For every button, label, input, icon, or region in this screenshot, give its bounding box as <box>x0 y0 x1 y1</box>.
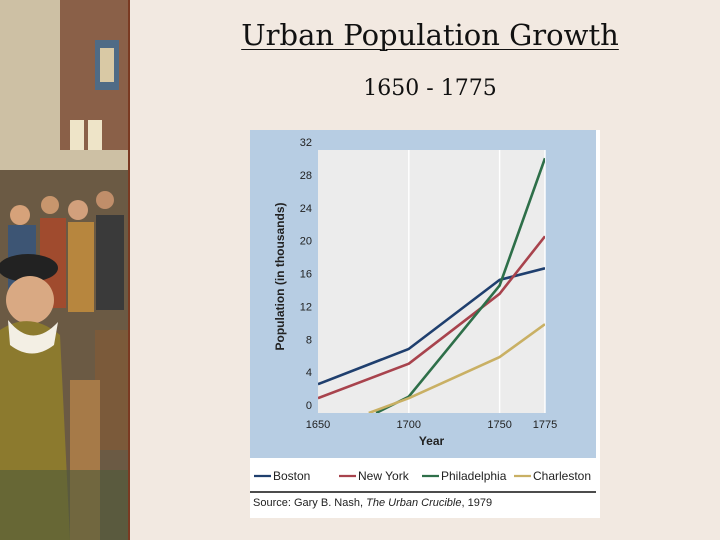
y-tick-label: 24 <box>300 203 312 215</box>
source-book: The Urban Crucible <box>366 497 462 509</box>
line-chart: 0 4 8 12 16 20 24 28 32 1650 1700 1750 1775 Year Popul… <box>250 130 596 493</box>
x-tick-label: 1650 <box>306 419 330 431</box>
painting-art <box>0 0 128 540</box>
x-tick-label: 1750 <box>487 419 511 431</box>
series-line-boston <box>318 267 545 386</box>
y-tick-label: 28 <box>300 170 312 182</box>
y-tick-label: 12 <box>300 301 312 313</box>
chart-figure: 0 4 8 12 16 20 24 28 32 1650 1700 1750 1775 Year Popul… <box>250 130 600 518</box>
legend-label: New York <box>358 469 410 483</box>
y-tick-label: 8 <box>306 334 312 346</box>
x-tick-label: 1775 <box>533 419 557 431</box>
series-line-charleston <box>368 323 545 413</box>
x-tick-label: 1700 <box>397 419 421 431</box>
source-suffix: , 1979 <box>461 497 493 509</box>
page-subtitle: 1650 - 1775 <box>363 76 497 101</box>
legend-label: Charleston <box>533 469 591 483</box>
source-prefix: Source: Gary B. Nash, <box>253 497 367 509</box>
colonial-painting <box>0 0 128 540</box>
page-title: Urban Population Growth <box>241 18 619 52</box>
series-line-new-york <box>318 235 545 400</box>
source-caption: Source: Gary B. Nash, The Urban Crucible… <box>253 497 492 509</box>
legend-label: Philadelphia <box>441 469 507 483</box>
y-tick-label: 32 <box>300 137 312 149</box>
y-axis-title: Population (in thousands) <box>273 203 287 351</box>
divider-line <box>128 0 130 540</box>
y-tick-label: 20 <box>300 236 312 248</box>
legend-label: Boston <box>273 469 310 483</box>
y-tick-label: 0 <box>306 400 312 412</box>
y-tick-label: 16 <box>300 269 312 281</box>
x-axis-title: Year <box>419 434 445 448</box>
y-tick-label: 4 <box>306 367 312 379</box>
